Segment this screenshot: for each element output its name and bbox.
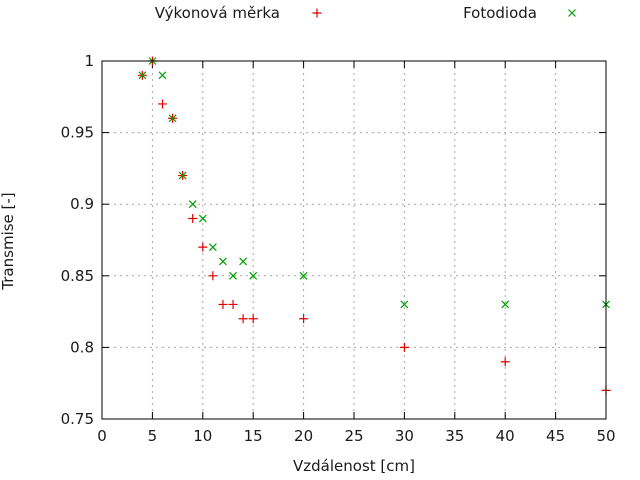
data-point-plus	[208, 271, 218, 281]
data-point-cross	[138, 71, 147, 80]
y-tick-label: 0.8	[70, 338, 94, 356]
x-tick-label: 15	[244, 427, 263, 445]
x-tick-label: 30	[395, 427, 414, 445]
x-tick-label: 35	[445, 427, 464, 445]
x-tick-label: 45	[546, 427, 565, 445]
x-tick-label: 20	[294, 427, 313, 445]
y-axis-title: Transmise [-]	[0, 192, 17, 290]
legend-plus-glyph	[312, 8, 322, 18]
data-point-cross	[239, 257, 248, 266]
x-tick-label: 5	[148, 427, 158, 445]
legend-label-photodiode: Fotodioda	[463, 4, 537, 22]
y-tick-label: 0.95	[61, 124, 94, 142]
data-point-cross	[249, 271, 258, 280]
data-point-cross	[158, 71, 167, 80]
data-point-plus	[299, 314, 309, 324]
data-point-plus	[248, 314, 258, 324]
legend-label-power-meter: Výkonová měrka	[154, 4, 280, 22]
data-point-plus	[218, 299, 228, 309]
x-axis-title: Vzdálenost [cm]	[293, 457, 415, 475]
data-point-cross	[208, 243, 217, 252]
x-tick-label: 10	[193, 427, 212, 445]
data-point-cross	[219, 257, 227, 266]
x-tick-label: 50	[596, 427, 615, 445]
data-point-cross	[198, 214, 207, 223]
legend-cross-glyph	[568, 9, 576, 17]
data-point-cross	[299, 271, 308, 280]
x-tick-label: 25	[344, 427, 363, 445]
data-point-plus	[157, 99, 167, 109]
data-point-plus	[188, 214, 198, 224]
legend-marker-cross-icon	[568, 9, 576, 17]
y-tick-label: 1	[84, 52, 94, 70]
data-point-plus	[399, 342, 409, 352]
x-tick-label: 0	[97, 427, 107, 445]
legend-marker-plus-icon	[312, 8, 322, 18]
data-point-cross	[168, 114, 177, 123]
data-point-cross	[400, 300, 409, 309]
data-point-plus	[500, 357, 510, 367]
x-tick-label: 40	[496, 427, 515, 445]
data-point-cross	[229, 271, 237, 280]
data-point-cross	[178, 171, 187, 180]
data-point-plus	[198, 242, 208, 252]
plot-border	[101, 60, 607, 420]
y-tick-label: 0.75	[61, 410, 94, 428]
data-point-cross	[188, 200, 197, 209]
data-point-plus	[238, 314, 248, 324]
y-tick-label: 0.9	[70, 195, 94, 213]
data-point-cross	[501, 300, 510, 309]
y-tick-label: 0.85	[61, 267, 94, 285]
data-point-plus	[228, 299, 238, 309]
